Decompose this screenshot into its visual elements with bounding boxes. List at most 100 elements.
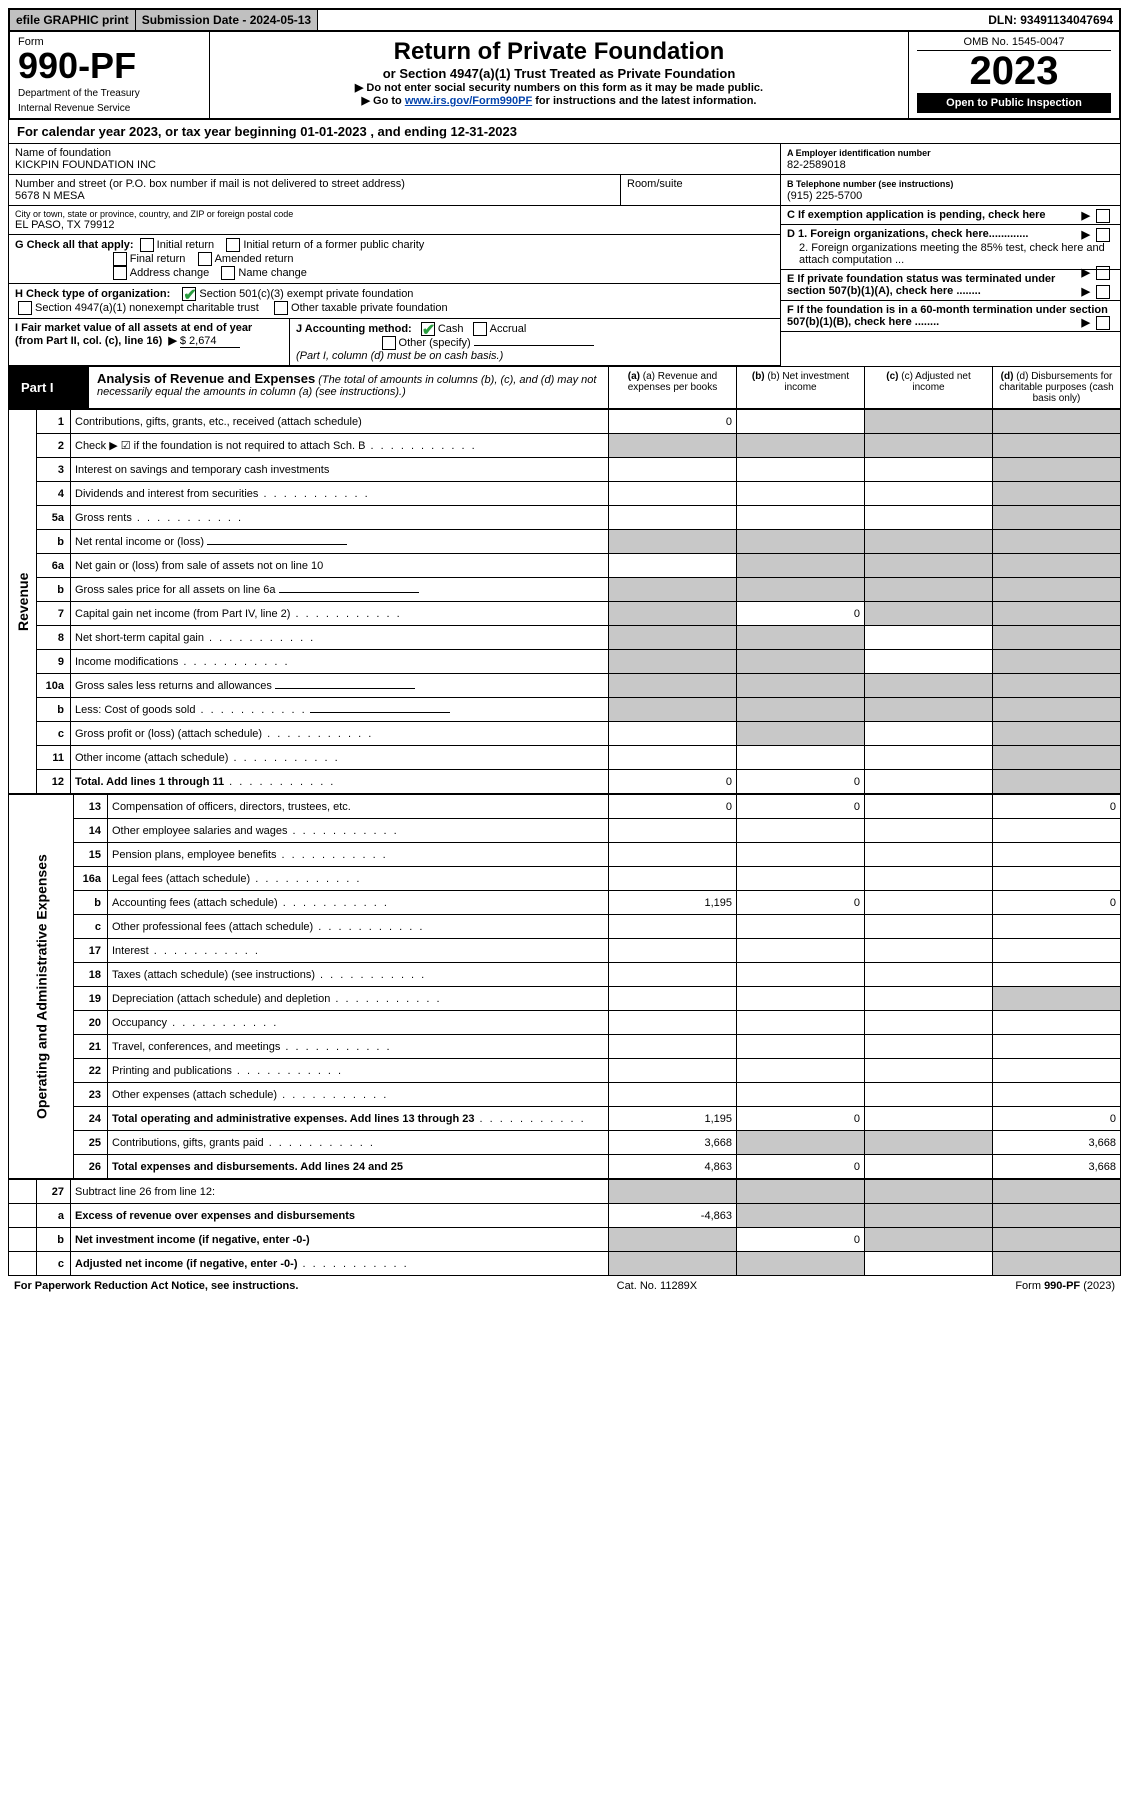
amount-cell bbox=[865, 410, 993, 434]
chk-final-return[interactable] bbox=[113, 252, 127, 266]
amount-cell: 0 bbox=[609, 795, 737, 819]
amount-cell bbox=[737, 410, 865, 434]
amount-cell: 0 bbox=[737, 891, 865, 915]
dln-label: DLN: 93491134047694 bbox=[982, 10, 1119, 30]
line-number: 2 bbox=[37, 434, 71, 458]
amount-cell bbox=[865, 987, 993, 1011]
table-row: cOther professional fees (attach schedul… bbox=[9, 915, 1121, 939]
line-description: Excess of revenue over expenses and disb… bbox=[71, 1204, 609, 1228]
col-b-header: (b) (b) Net investment income bbox=[736, 367, 864, 408]
line-description: Depreciation (attach schedule) and deple… bbox=[108, 987, 609, 1011]
chk-60-month[interactable] bbox=[1096, 316, 1110, 330]
instr-link: ▶ Go to www.irs.gov/Form990PF for instru… bbox=[218, 94, 900, 107]
chk-501c3[interactable] bbox=[182, 287, 196, 301]
amount-cell bbox=[993, 819, 1121, 843]
amount-cell: 0 bbox=[609, 410, 737, 434]
amount-cell bbox=[865, 1011, 993, 1035]
amount-cell bbox=[865, 867, 993, 891]
amount-cell bbox=[737, 1035, 865, 1059]
amount-cell bbox=[737, 650, 865, 674]
dept-irs: Internal Revenue Service bbox=[18, 103, 201, 114]
amount-cell: 0 bbox=[737, 602, 865, 626]
amount-cell bbox=[737, 1204, 865, 1228]
amount-cell bbox=[865, 1131, 993, 1155]
fmv-value: $ 2,674 bbox=[180, 335, 240, 348]
amount-cell bbox=[865, 891, 993, 915]
table-row: 21Travel, conferences, and meetings bbox=[9, 1035, 1121, 1059]
amount-cell bbox=[609, 1011, 737, 1035]
box-j: J Accounting method: Cash Accrual Other … bbox=[289, 319, 780, 366]
box-e: E If private foundation status was termi… bbox=[781, 270, 1120, 301]
amount-cell bbox=[737, 843, 865, 867]
chk-address-change[interactable] bbox=[113, 266, 127, 280]
amount-cell bbox=[993, 1252, 1121, 1276]
line-description: Adjusted net income (if negative, enter … bbox=[71, 1252, 609, 1276]
chk-other-method[interactable] bbox=[382, 336, 396, 350]
table-row: 19Depreciation (attach schedule) and dep… bbox=[9, 987, 1121, 1011]
amount-cell bbox=[993, 578, 1121, 602]
amount-cell bbox=[865, 843, 993, 867]
box-g: G Check all that apply: Initial return I… bbox=[9, 235, 780, 284]
irs-link[interactable]: www.irs.gov/Form990PF bbox=[405, 95, 532, 107]
chk-4947a1[interactable] bbox=[18, 301, 32, 315]
chk-cash[interactable] bbox=[421, 322, 435, 336]
chk-other-taxable[interactable] bbox=[274, 301, 288, 315]
line-number: 13 bbox=[74, 795, 108, 819]
amount-cell: 3,668 bbox=[993, 1131, 1121, 1155]
amount-cell bbox=[865, 1107, 993, 1131]
amount-cell bbox=[737, 1252, 865, 1276]
top-bar: efile GRAPHIC print Submission Date - 20… bbox=[8, 8, 1121, 32]
net-table: 27Subtract line 26 from line 12:aExcess … bbox=[8, 1179, 1121, 1276]
line-number: 18 bbox=[74, 963, 108, 987]
amount-cell bbox=[609, 987, 737, 1011]
amount-cell bbox=[737, 1059, 865, 1083]
revenue-table: Revenue1Contributions, gifts, grants, et… bbox=[8, 409, 1121, 794]
form-ref: Form 990-PF (2023) bbox=[1015, 1280, 1115, 1292]
chk-initial-former[interactable] bbox=[226, 238, 240, 252]
amount-cell bbox=[865, 602, 993, 626]
chk-amended[interactable] bbox=[198, 252, 212, 266]
amount-cell bbox=[737, 1180, 865, 1204]
amount-cell: 0 bbox=[737, 795, 865, 819]
box-c: C If exemption application is pending, c… bbox=[781, 206, 1120, 225]
amount-cell: 1,195 bbox=[609, 1107, 737, 1131]
line-number: 10a bbox=[37, 674, 71, 698]
table-row: Revenue1Contributions, gifts, grants, et… bbox=[9, 410, 1121, 434]
part-1-title: Analysis of Revenue and Expenses (The to… bbox=[89, 367, 608, 408]
open-to-public: Open to Public Inspection bbox=[917, 93, 1111, 113]
form-title: Return of Private Foundation bbox=[218, 38, 900, 66]
line-description: Occupancy bbox=[108, 1011, 609, 1035]
amount-cell bbox=[993, 1011, 1121, 1035]
line-number: a bbox=[37, 1204, 71, 1228]
name-label: Name of foundation bbox=[15, 147, 774, 159]
line-number: 17 bbox=[74, 939, 108, 963]
chk-foreign-org[interactable] bbox=[1096, 228, 1110, 242]
chk-name-change[interactable] bbox=[221, 266, 235, 280]
chk-accrual[interactable] bbox=[473, 322, 487, 336]
amount-cell bbox=[993, 1204, 1121, 1228]
phone-label: B Telephone number (see instructions) bbox=[787, 179, 953, 189]
line-description: Total. Add lines 1 through 11 bbox=[71, 770, 609, 794]
amount-cell bbox=[609, 434, 737, 458]
chk-initial-return[interactable] bbox=[140, 238, 154, 252]
amount-cell bbox=[609, 506, 737, 530]
amount-cell bbox=[865, 458, 993, 482]
line-number: 16a bbox=[74, 867, 108, 891]
table-row: bGross sales price for all assets on lin… bbox=[9, 578, 1121, 602]
table-row: 14Other employee salaries and wages bbox=[9, 819, 1121, 843]
amount-cell bbox=[609, 867, 737, 891]
line-number: 1 bbox=[37, 410, 71, 434]
chk-exemption-pending[interactable] bbox=[1096, 209, 1110, 223]
amount-cell bbox=[737, 554, 865, 578]
amount-cell bbox=[609, 915, 737, 939]
table-row: 9Income modifications bbox=[9, 650, 1121, 674]
line-description: Contributions, gifts, grants, etc., rece… bbox=[71, 410, 609, 434]
col-d-header: (d) (d) Disbursements for charitable pur… bbox=[992, 367, 1120, 408]
side-label: Operating and Administrative Expenses bbox=[9, 795, 74, 1179]
line-description: Gross sales price for all assets on line… bbox=[71, 578, 609, 602]
amount-cell: 1,195 bbox=[609, 891, 737, 915]
table-row: 4Dividends and interest from securities bbox=[9, 482, 1121, 506]
chk-status-terminated[interactable] bbox=[1096, 285, 1110, 299]
amount-cell: 0 bbox=[609, 770, 737, 794]
line-number: b bbox=[37, 1228, 71, 1252]
